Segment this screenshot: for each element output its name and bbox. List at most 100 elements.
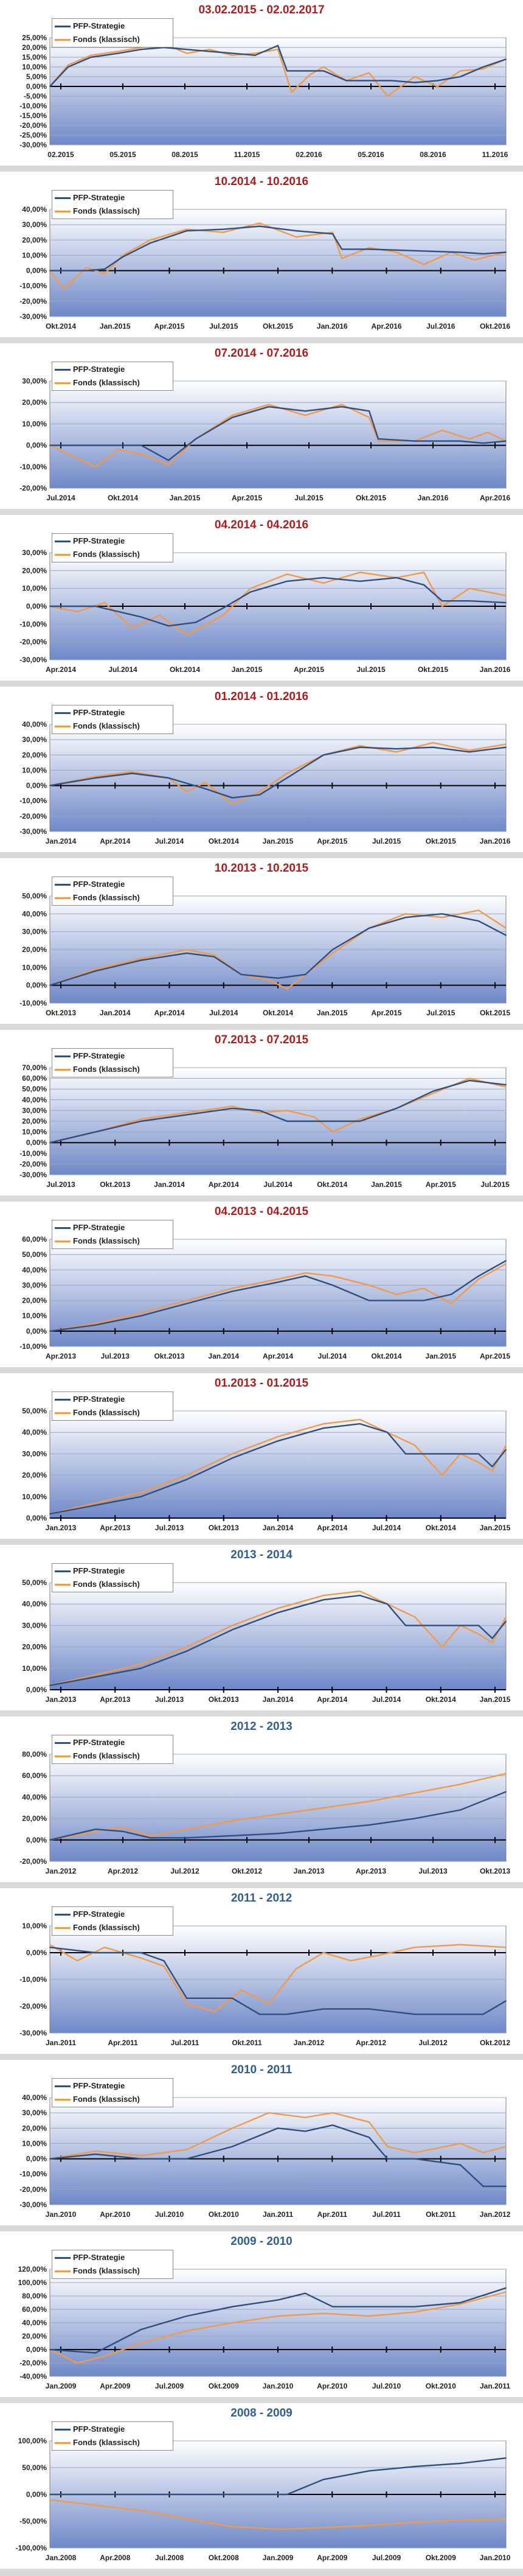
chart-title: 03.02.2015 - 02.02.2017 bbox=[198, 4, 325, 16]
data-point-fonds bbox=[49, 1944, 50, 1945]
data-point-fonds bbox=[332, 231, 333, 233]
data-point-pfp bbox=[505, 440, 507, 442]
y-tick-label: 20,00% bbox=[22, 566, 47, 575]
data-point-fonds bbox=[95, 968, 96, 970]
data-point-pfp bbox=[432, 1453, 434, 1455]
chart-title: 04.2014 - 04.2016 bbox=[214, 519, 309, 531]
legend-label: Fonds (klassisch) bbox=[73, 2438, 140, 2447]
data-point-pfp bbox=[460, 2014, 461, 2015]
x-tick-label: Jul.2013 bbox=[101, 1352, 130, 1360]
x-tick-label: Jul.2014 bbox=[209, 1009, 238, 1017]
legend-label: Fonds (klassisch) bbox=[73, 1751, 140, 1760]
y-tick-label: 0,00% bbox=[26, 1948, 47, 1957]
data-point-pfp bbox=[369, 248, 370, 250]
y-tick-label: -30,00% bbox=[19, 1171, 47, 1179]
x-tick-label: Jan.2009 bbox=[263, 2553, 294, 2562]
plot-area bbox=[49, 724, 507, 832]
data-point-fonds bbox=[140, 2510, 142, 2511]
x-tick-label: Okt.2014 bbox=[170, 665, 200, 674]
data-point-fonds bbox=[140, 2155, 142, 2157]
data-point-pfp bbox=[505, 2000, 507, 2002]
data-point-fonds bbox=[432, 1093, 434, 1094]
data-point-fonds bbox=[423, 572, 424, 573]
data-point-pfp bbox=[186, 1479, 187, 1480]
x-tick-label: Okt.2016 bbox=[480, 322, 510, 331]
data-point-pfp bbox=[423, 1300, 424, 1301]
legend: PFP-Strategie Fonds (klassisch) bbox=[52, 1048, 173, 1077]
data-point-pfp bbox=[49, 1513, 50, 1514]
y-tick-label: 10,00% bbox=[22, 419, 47, 428]
data-point-fonds bbox=[414, 2152, 415, 2154]
data-point-pfp bbox=[232, 797, 233, 799]
data-point-pfp bbox=[359, 1423, 361, 1424]
data-point-fonds bbox=[277, 2315, 279, 2317]
data-point-fonds bbox=[414, 1792, 415, 1794]
x-tick-label: Jan.2014 bbox=[263, 1695, 294, 1704]
legend: PFP-Strategie Fonds (klassisch) bbox=[52, 2078, 173, 2107]
data-point-pfp bbox=[396, 577, 397, 578]
x-tick-label: Jan.2015 bbox=[480, 1524, 511, 1532]
x-tick-label: Apr.2014 bbox=[317, 1524, 347, 1532]
data-point-fonds bbox=[350, 1960, 352, 1962]
chart-panel: 10.2014 - 10.2016 -30,00% -20,00% -10,00% 0,… bbox=[0, 172, 523, 337]
y-tick-label: -30,00% bbox=[19, 2029, 47, 2037]
data-point-pfp bbox=[505, 2287, 507, 2289]
data-point-pfp bbox=[505, 251, 507, 253]
y-tick-label: 0,00% bbox=[26, 1327, 47, 1335]
data-point-pfp bbox=[232, 416, 233, 418]
data-point-pfp bbox=[369, 80, 370, 82]
data-point-fonds bbox=[77, 611, 78, 612]
data-point-pfp bbox=[505, 1791, 507, 1793]
y-tick-label: 10,00% bbox=[22, 1128, 47, 1136]
data-point-fonds bbox=[314, 1116, 315, 1118]
data-point-fonds bbox=[414, 2521, 415, 2523]
data-point-pfp bbox=[405, 1453, 406, 1455]
x-tick-label: Apr.2013 bbox=[356, 1867, 386, 1875]
x-tick-label: Okt.2015 bbox=[263, 322, 293, 331]
plot-area bbox=[49, 1582, 507, 1690]
plot-area bbox=[49, 380, 507, 489]
data-point-fonds bbox=[209, 49, 210, 51]
data-point-fonds bbox=[186, 1300, 187, 1301]
x-tick-label: Jan.2013 bbox=[294, 1867, 325, 1875]
data-point-fonds bbox=[232, 1820, 233, 1821]
data-point-fonds bbox=[323, 66, 324, 68]
data-point-fonds bbox=[232, 1453, 233, 1455]
data-point-pfp bbox=[131, 772, 133, 774]
data-point-pfp bbox=[49, 2158, 50, 2160]
x-tick-label: Jul.2013 bbox=[46, 1180, 75, 1189]
data-point-pfp bbox=[369, 410, 370, 412]
legend-swatch bbox=[55, 726, 71, 727]
data-point-pfp bbox=[95, 970, 96, 972]
data-point-pfp bbox=[369, 2137, 370, 2138]
data-point-fonds bbox=[259, 791, 260, 793]
y-tick-label: 50,00% bbox=[22, 2463, 47, 2472]
legend-swatch bbox=[55, 211, 71, 212]
y-tick-label: -10,00% bbox=[19, 102, 47, 110]
series-line-pfp bbox=[49, 1260, 507, 1332]
legend-label: PFP-Strategie bbox=[73, 193, 125, 202]
data-point-fonds bbox=[505, 1086, 507, 1088]
x-tick-label: Jan.2016 bbox=[480, 665, 511, 674]
y-tick-label: 20,00% bbox=[22, 1297, 47, 1305]
x-tick-label: Okt.2015 bbox=[480, 1009, 510, 1017]
x-tick-label: Jul.2014 bbox=[46, 494, 75, 502]
legend-swatch bbox=[55, 1069, 71, 1071]
data-point-fonds bbox=[469, 438, 470, 439]
data-point-fonds bbox=[186, 1474, 187, 1476]
data-point-pfp bbox=[505, 2457, 507, 2459]
data-point-pfp bbox=[232, 52, 233, 54]
x-tick-label: Okt.2014 bbox=[371, 1352, 401, 1360]
legend-label: PFP-Strategie bbox=[73, 708, 125, 717]
x-tick-label: Jan.2014 bbox=[46, 837, 77, 845]
data-point-pfp bbox=[305, 1275, 306, 1277]
x-tick-label: Apr.2010 bbox=[317, 2382, 347, 2390]
chart-svg: -10,00% 0,00% 10,00% 20,00% 30,00% 40,00% 50,0… bbox=[19, 1235, 510, 1360]
y-tick-label: 10,00% bbox=[22, 584, 47, 593]
data-point-pfp bbox=[140, 2329, 142, 2330]
data-point-pfp bbox=[482, 443, 484, 444]
data-point-fonds bbox=[405, 913, 406, 915]
legend: PFP-Strategie Fonds (klassisch) bbox=[52, 2250, 173, 2279]
y-tick-label: 10,00% bbox=[22, 1493, 47, 1501]
data-point-pfp bbox=[140, 444, 142, 446]
